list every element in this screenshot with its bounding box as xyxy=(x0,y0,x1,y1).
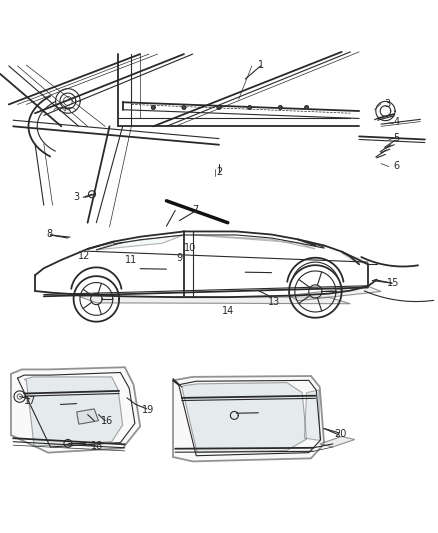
Text: 17: 17 xyxy=(24,397,36,406)
Polygon shape xyxy=(152,106,155,109)
Text: 9: 9 xyxy=(177,253,183,263)
Polygon shape xyxy=(193,235,315,249)
Text: 12: 12 xyxy=(78,251,90,261)
Text: 2: 2 xyxy=(216,167,222,177)
Polygon shape xyxy=(77,409,99,424)
Polygon shape xyxy=(11,367,140,453)
Text: 8: 8 xyxy=(46,229,52,239)
Text: 13: 13 xyxy=(268,296,280,306)
Text: 10: 10 xyxy=(184,243,197,253)
Text: 7: 7 xyxy=(192,205,198,215)
Text: 20: 20 xyxy=(335,429,347,439)
Polygon shape xyxy=(248,106,251,109)
Polygon shape xyxy=(279,106,282,109)
Text: 19: 19 xyxy=(142,405,154,415)
Text: 18: 18 xyxy=(91,441,103,451)
Polygon shape xyxy=(320,437,355,447)
Polygon shape xyxy=(79,296,350,304)
Text: 16: 16 xyxy=(101,416,113,426)
Polygon shape xyxy=(96,235,184,250)
Text: 14: 14 xyxy=(222,306,234,316)
Text: 6: 6 xyxy=(393,161,399,171)
Text: 11: 11 xyxy=(125,255,138,265)
Text: 3: 3 xyxy=(74,192,80,203)
Polygon shape xyxy=(217,106,221,109)
Polygon shape xyxy=(342,253,368,264)
Polygon shape xyxy=(304,390,320,440)
Text: 4: 4 xyxy=(393,117,399,127)
Text: 5: 5 xyxy=(393,133,399,143)
Polygon shape xyxy=(173,376,324,462)
Polygon shape xyxy=(182,383,307,453)
Polygon shape xyxy=(305,106,308,109)
Polygon shape xyxy=(289,286,381,301)
Polygon shape xyxy=(24,377,123,446)
Text: 3: 3 xyxy=(385,99,391,109)
Text: 1: 1 xyxy=(258,60,264,70)
Polygon shape xyxy=(182,106,186,109)
Text: 15: 15 xyxy=(387,278,399,288)
